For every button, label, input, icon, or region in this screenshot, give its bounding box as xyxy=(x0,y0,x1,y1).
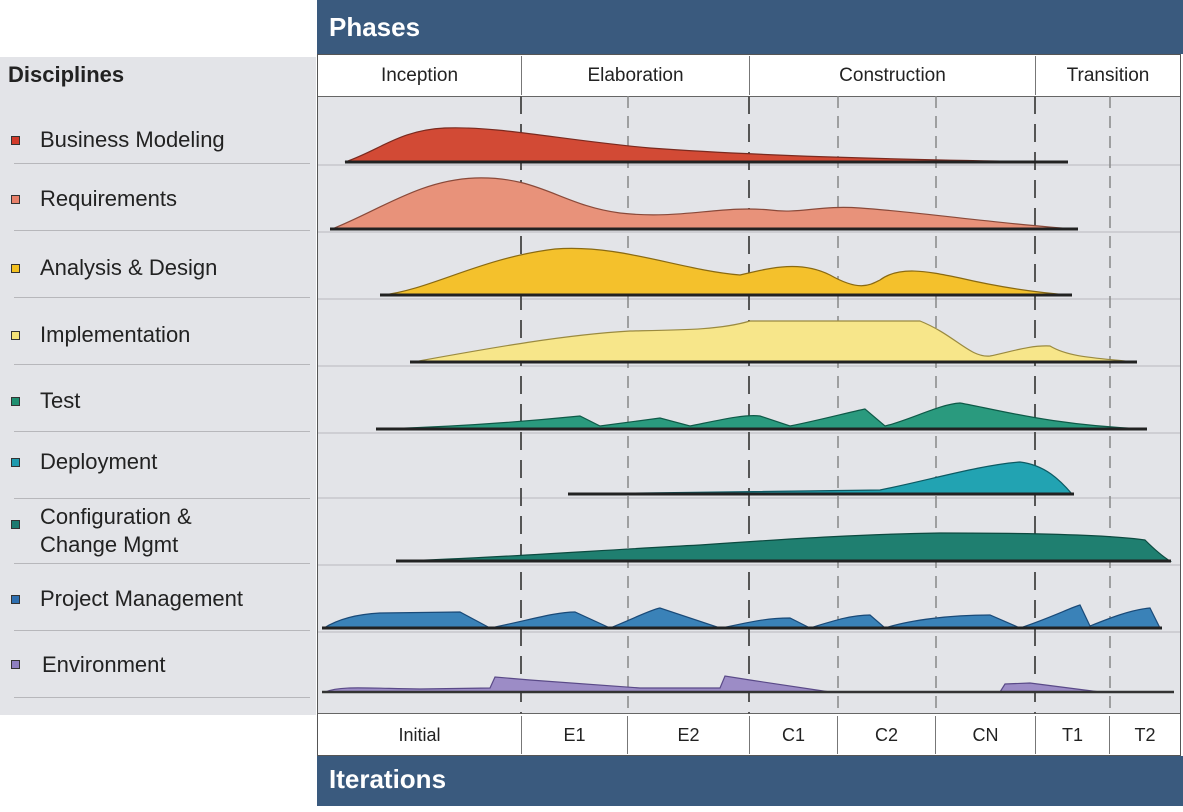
row-divider xyxy=(14,697,310,698)
square-bullet-icon xyxy=(11,660,20,669)
discipline-row-implementation: Implementation xyxy=(0,299,316,365)
discipline-row-test: Test xyxy=(0,366,316,432)
iteration-divider-lines xyxy=(520,96,1111,714)
square-bullet-icon xyxy=(11,331,20,340)
discipline-row-project-management: Project Management xyxy=(0,565,316,631)
square-bullet-icon xyxy=(11,520,20,529)
iterations-footer-bar xyxy=(317,756,1183,806)
row-divider xyxy=(14,498,310,499)
square-bullet-icon xyxy=(11,195,20,204)
discipline-label: Deployment xyxy=(40,449,158,474)
discipline-label: Requirements xyxy=(40,186,177,211)
hump-configuration-change-mgmt xyxy=(397,532,1173,562)
phase-transition: Transition xyxy=(1066,65,1150,86)
discipline-row-analysis-design: Analysis & Design xyxy=(0,232,316,298)
discipline-row-business-modeling: Business Modeling xyxy=(0,98,316,164)
square-bullet-icon xyxy=(11,458,20,467)
discipline-label: Environment xyxy=(42,652,166,677)
square-bullet-icon xyxy=(11,595,20,604)
row-divider xyxy=(14,364,310,365)
discipline-row-environment: Environment xyxy=(0,632,316,698)
iteration-initial: Initial xyxy=(318,716,522,754)
row-divider xyxy=(14,563,310,564)
hump-requirements xyxy=(331,177,1076,230)
row-divider xyxy=(14,630,310,631)
disciplines-panel xyxy=(0,57,316,715)
square-bullet-icon xyxy=(11,264,20,273)
hump-deployment xyxy=(569,461,1074,495)
square-bullet-icon xyxy=(11,136,20,145)
discipline-label: Business Modeling xyxy=(40,127,225,152)
discipline-label: Project Management xyxy=(40,586,243,611)
square-bullet-icon xyxy=(11,397,20,406)
iteration-t2: T2 xyxy=(1134,725,1156,745)
hump-business-modeling xyxy=(344,127,1066,163)
hump-implementation xyxy=(412,320,1136,363)
hump-test xyxy=(377,402,1146,430)
row-divider xyxy=(14,163,310,164)
row-divider xyxy=(14,230,310,231)
discipline-label: Configuration & Change Mgmt xyxy=(40,504,192,557)
iteration-t1: T1 xyxy=(1036,716,1110,754)
phase-construction: Construction xyxy=(750,56,1036,95)
hump-analysis-design xyxy=(381,247,1071,296)
iteration-c1: C1 xyxy=(750,716,838,754)
row-divider xyxy=(14,431,310,432)
iteration-cn: CN xyxy=(936,716,1036,754)
iteration-e2: E2 xyxy=(628,716,750,754)
discipline-label: Implementation xyxy=(40,322,191,347)
phases-title: Phases xyxy=(329,12,421,42)
iterations-title: Iterations xyxy=(329,764,447,794)
iteration-row: Initial E1 E2 C1 C2 CN T1 T2 xyxy=(318,716,1180,754)
hump-environment xyxy=(324,675,1172,693)
discipline-label: Analysis & Design xyxy=(40,255,218,280)
discipline-label: Test xyxy=(40,388,81,413)
disciplines-title: Disciplines xyxy=(8,62,125,87)
iteration-c2: C2 xyxy=(838,716,936,754)
discipline-row-configuration-change-mgmt: Configuration & Change Mgmt xyxy=(0,498,316,564)
phases-header-bar xyxy=(317,0,1183,54)
discipline-row-deployment: Deployment xyxy=(0,433,316,499)
iteration-e1: E1 xyxy=(522,716,628,754)
phase-row: Inception Elaboration Construction Trans… xyxy=(318,56,1180,95)
discipline-row-requirements: Requirements xyxy=(0,165,316,231)
phase-inception: Inception xyxy=(318,56,522,95)
phase-elaboration: Elaboration xyxy=(522,56,750,95)
row-divider xyxy=(14,297,310,298)
